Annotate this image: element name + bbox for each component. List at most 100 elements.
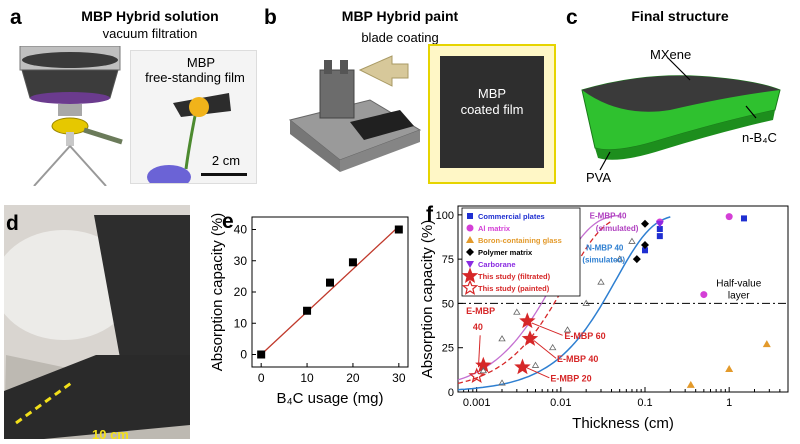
scale-bar-label-a: 2 cm [211, 153, 241, 168]
y-tick-label-f: 100 [436, 210, 454, 222]
legend-marker-f [467, 213, 473, 219]
annot-arrow-1 [477, 335, 481, 368]
data-point-f [632, 255, 641, 264]
data-point-e [394, 225, 403, 234]
x-tick-label-e: 0 [258, 371, 265, 385]
y-tick-label-f: 75 [442, 254, 454, 266]
legend-label-f: This study (painted) [478, 284, 550, 293]
data-point-f [686, 380, 695, 388]
final-structure-diagram [581, 57, 781, 171]
trend-point-f [548, 343, 557, 351]
data-point-f [642, 247, 649, 254]
trend-point-f [513, 308, 521, 315]
legend-label-f: Carborane [478, 260, 516, 269]
trend-point-f [628, 237, 636, 244]
n-mbp40-sim-label-2: (simulated) [582, 256, 625, 265]
y-tick-label-e: 10 [234, 316, 248, 330]
e-mbp60-annot: E-MBP 60 [564, 331, 605, 341]
legend-label-f: This study (filtrated) [478, 272, 551, 281]
legend-marker-f [466, 248, 474, 256]
y-tick-label-f: 25 [442, 343, 454, 355]
data-point-f [725, 213, 733, 221]
e-mbp-dashed-curve [457, 220, 612, 385]
data-point-f [521, 330, 539, 346]
e-mbp40-annot: E-MBP 40 [557, 354, 598, 364]
fit-line [260, 225, 400, 355]
panel-c-label: c [566, 6, 578, 29]
panel-a-subtitle: vacuum filtration [102, 26, 198, 41]
data-point-f [656, 226, 663, 233]
x-tick-label-e: 20 [346, 371, 360, 385]
e-mbp40-sim-label-2: (simulated) [596, 224, 639, 233]
data-point-f [641, 219, 650, 228]
x-tick-label-f: 1 [726, 397, 732, 409]
x-tick-label-f: 0.1 [637, 397, 652, 409]
trend-point-f [479, 366, 488, 374]
trend-point-f [531, 361, 540, 368]
legend-marker-f [466, 261, 474, 268]
panel-b-label: b [264, 6, 277, 29]
scale-bar-label-d: 10 cm [92, 427, 129, 439]
legend-marker-f [466, 224, 474, 232]
filtration-apparatus-image [19, 46, 123, 186]
panel-c-title: Final structure [631, 8, 729, 24]
plot-frame-f [457, 205, 789, 393]
trend-point-f [582, 299, 590, 306]
trend-point-f [597, 278, 605, 285]
annot-arrow-4 [525, 366, 550, 379]
data-point-f [519, 312, 536, 329]
data-point-f [655, 220, 664, 228]
legend-marker-f [466, 236, 474, 243]
legend-marker-f [461, 267, 479, 284]
y-tick-label-e: 20 [234, 285, 248, 299]
y-tick-label-e: 0 [240, 348, 247, 362]
trend-point-f [615, 255, 624, 262]
data-point-f [725, 364, 734, 372]
data-point-f [762, 340, 771, 348]
free-standing-film-photo: MBP free-standing film 2 cm [130, 50, 257, 184]
legend-label-f: Polymer matrix [478, 248, 533, 257]
data-point-e [257, 350, 266, 359]
e-mbp40-annot-1: E-MBP [466, 306, 495, 316]
absorption-vs-b4c-chart: 0 10 20 30 0 10 20 30 40 B₄C usage (mg) Absorption… [209, 213, 409, 407]
trend-point-f [563, 326, 572, 333]
coated-film-caption-line2: coated film [460, 102, 524, 117]
data-point-f [514, 358, 531, 375]
x-axis-label-f: Thickness (cm) [572, 415, 674, 432]
data-point-f [656, 233, 663, 240]
panel-a-label: a [10, 6, 22, 29]
legend-marker-f [461, 279, 479, 296]
trend-point-f [498, 379, 506, 386]
legend-label-f: Al matrix [478, 224, 511, 233]
large-film-photo: 10 cm [4, 205, 190, 439]
panel-f-label: f [426, 203, 433, 226]
pva-label: PVA [586, 170, 612, 185]
data-point-f [700, 291, 708, 299]
n-mbp40-sim-label-1: N-MBP 40 [586, 243, 624, 252]
mxene-label: MXene [650, 47, 692, 62]
x-tick-label-f: 0.001 [463, 397, 491, 409]
data-point-e [326, 278, 334, 287]
panel-b-subtitle: blade coating [361, 30, 439, 45]
legend-label-f: Boron-containing glass [478, 236, 562, 245]
y-axis-label-f: Absorption capacity (%) [419, 220, 436, 378]
coated-film-photo: MBP coated film [428, 44, 556, 184]
legend-label-f: Commercial plates [478, 212, 545, 221]
half-value-label-1: Half-value [716, 278, 761, 289]
legend-box-f [461, 207, 581, 297]
x-tick-label-f: 0.01 [550, 397, 571, 409]
data-point-e [348, 258, 357, 267]
e-mbp40-annot-2: 40 [473, 322, 483, 332]
y-tick-label-e: 30 [234, 254, 248, 268]
y-tick-label-f: 50 [442, 298, 454, 310]
panel-a-title: MBP Hybrid solution [81, 8, 219, 24]
x-tick-label-e: 10 [300, 371, 314, 385]
panel-d-label: d [6, 212, 19, 235]
half-value-label-2: layer [728, 290, 750, 301]
y-tick-label-e: 40 [234, 223, 248, 237]
trend-point-f [498, 335, 506, 342]
data-point-e [303, 306, 312, 315]
e-mbp20-annot: E-MBP 20 [550, 373, 591, 383]
film-caption-line1: MBP [186, 55, 216, 70]
